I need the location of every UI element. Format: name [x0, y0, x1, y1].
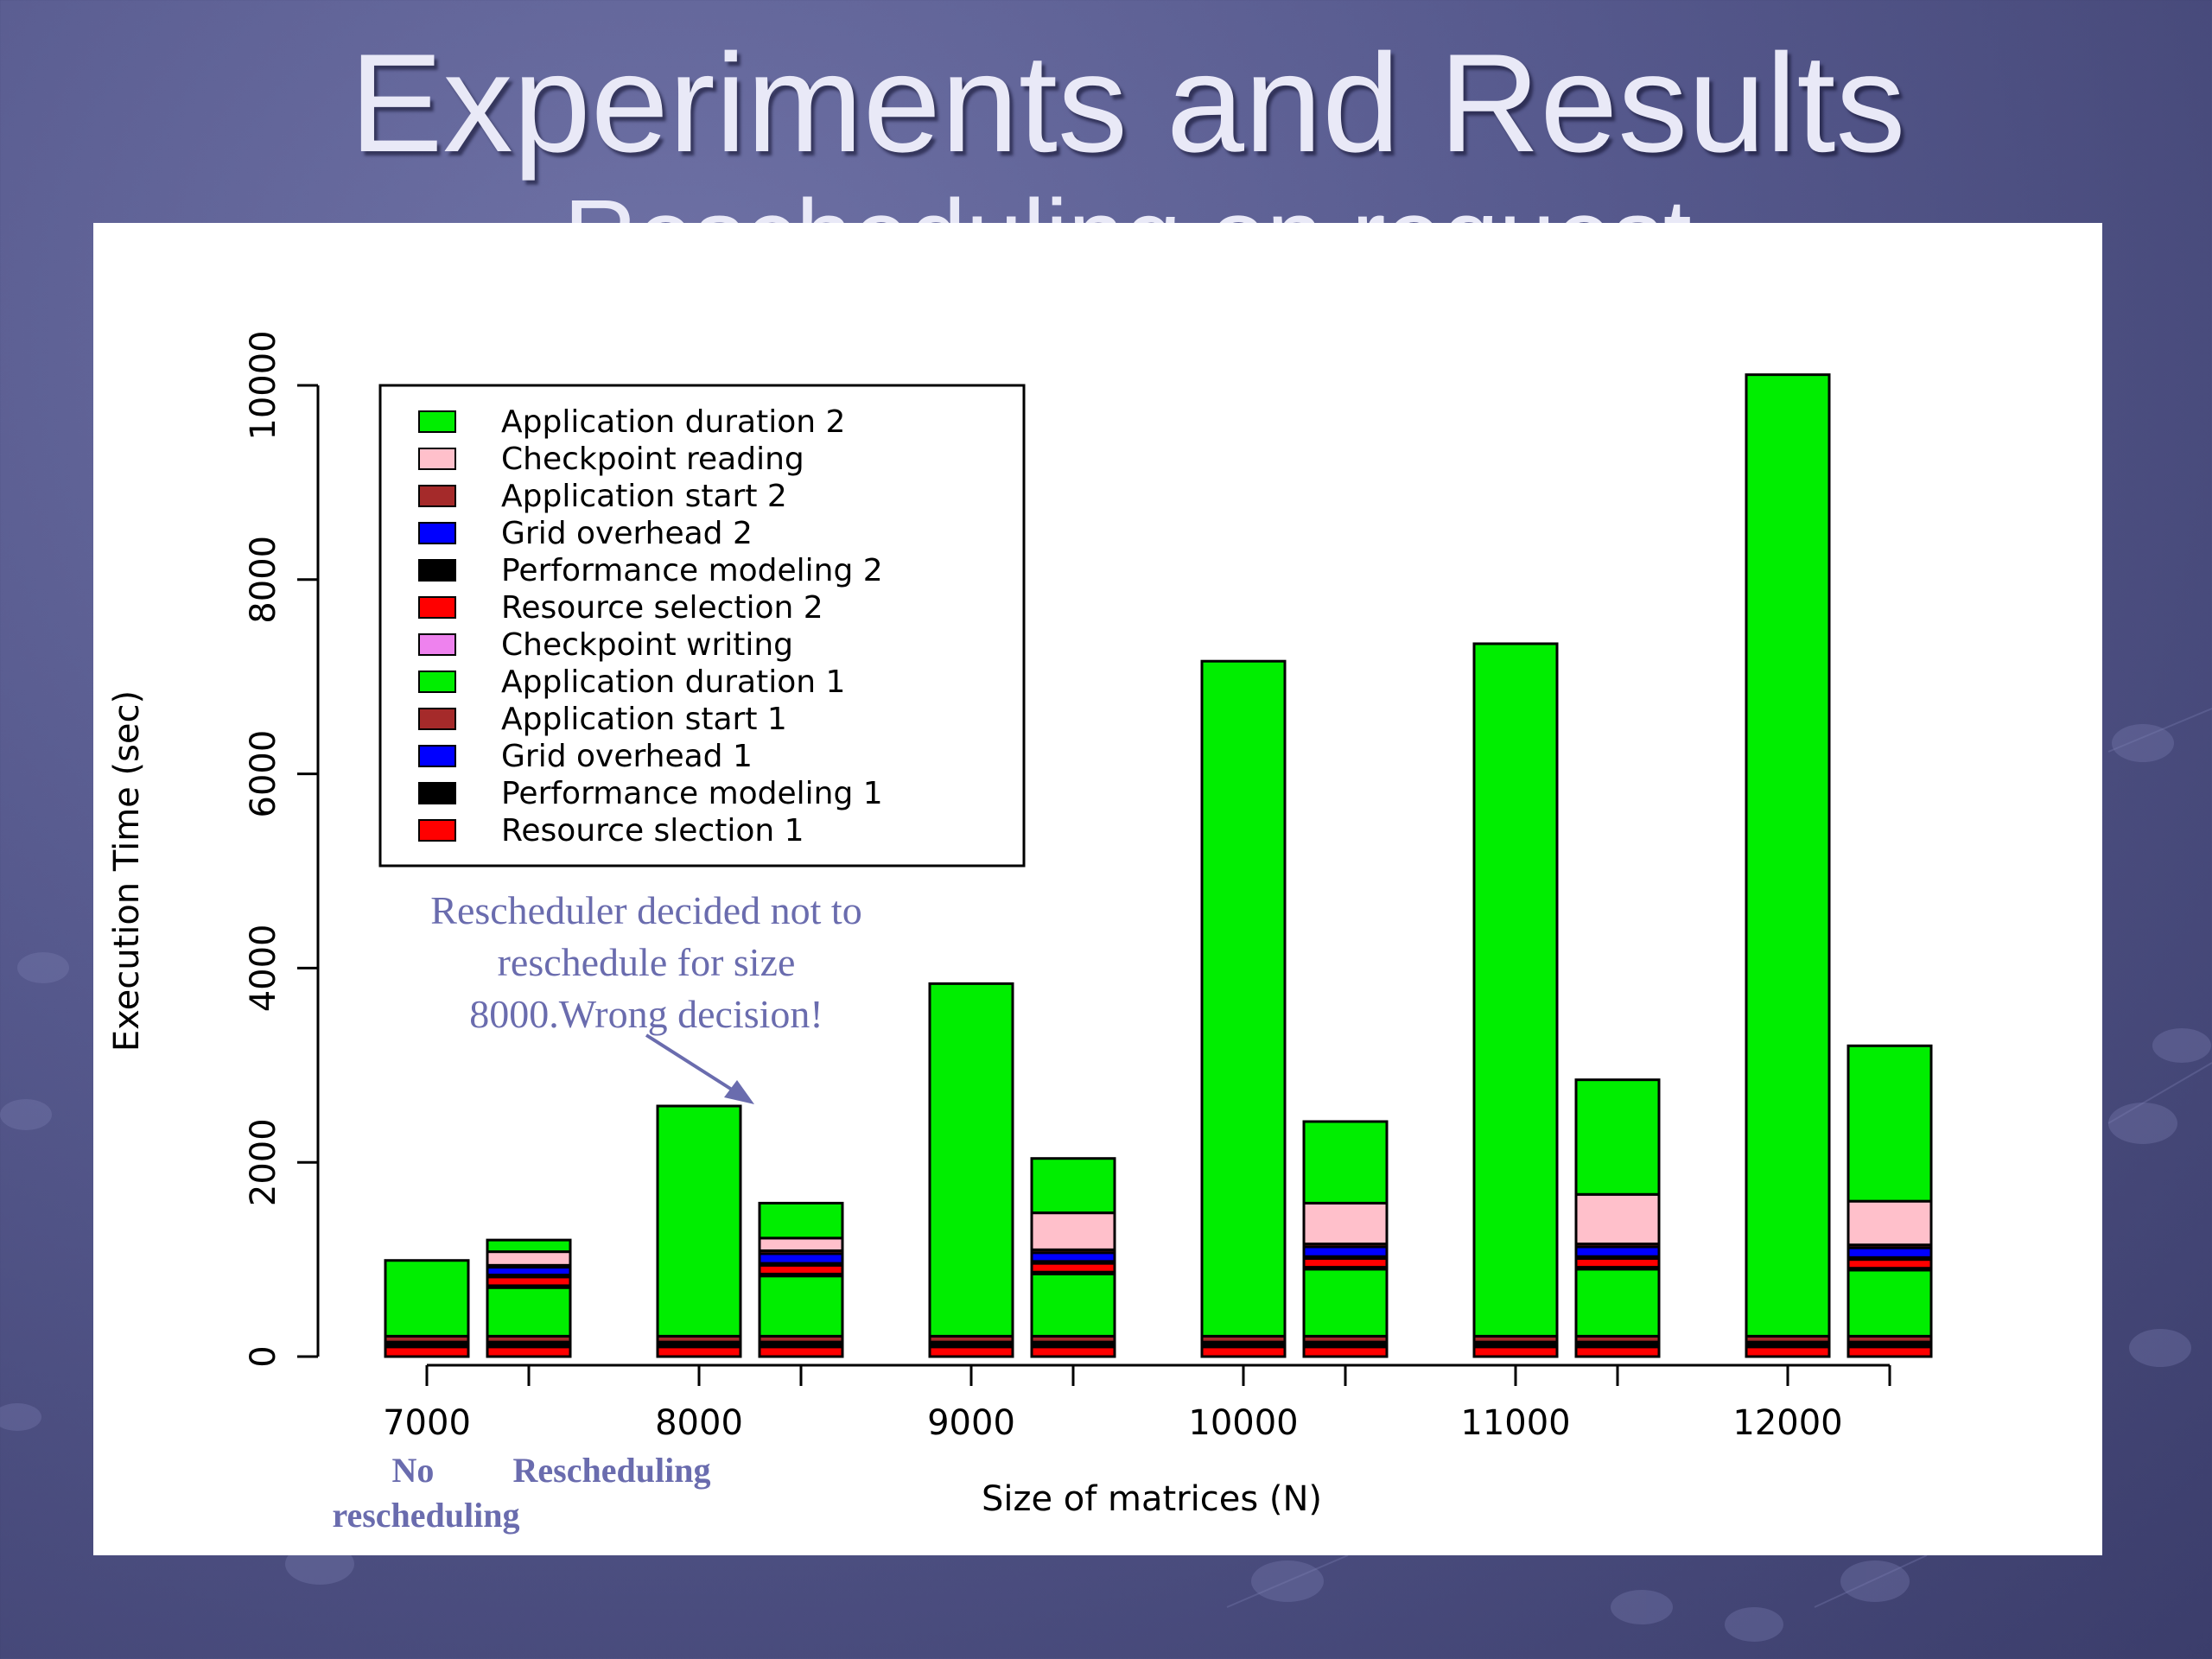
y-tick-label-0: 0: [244, 1345, 283, 1367]
bar-segment-7000-rescheduling-6: [486, 1275, 572, 1287]
bar-segment-8000-norescheduling-4: [656, 1104, 742, 1338]
bar-segment-10000-rescheduling-10: [1302, 1201, 1389, 1246]
bar-segment-10000-rescheduling-11: [1302, 1120, 1389, 1205]
bar-segment-9000-norescheduling-4: [928, 982, 1014, 1338]
bar-segment-12000-rescheduling-6: [1847, 1258, 1933, 1270]
bar-segment-11000-norescheduling-4: [1472, 642, 1559, 1338]
x-tick-label-8000: 8000: [655, 1403, 743, 1443]
bar-segment-12000-rescheduling-8: [1847, 1246, 1933, 1259]
legend-swatch-9: [418, 745, 456, 767]
legend-swatch-2: [418, 485, 456, 507]
legend-label-1: Checkpoint reading: [501, 442, 804, 477]
bar-segment-11000-rescheduling-11: [1574, 1078, 1661, 1196]
annotation-line-2: reschedule for size: [497, 940, 796, 984]
bar-segment-12000-rescheduling-4: [1847, 1268, 1933, 1338]
bar-segment-9000-rescheduling-8: [1030, 1251, 1116, 1263]
annotation-arrow-line: [645, 1033, 743, 1097]
bar-segment-7000-rescheduling-4: [486, 1286, 572, 1338]
bar-segment-12000-rescheduling-10: [1847, 1199, 1933, 1247]
bar-segment-7000-rescheduling-0: [486, 1345, 572, 1358]
bar-segment-7000-rescheduling-10: [486, 1250, 572, 1267]
bar-segment-8000-rescheduling-6: [758, 1263, 844, 1275]
x-tick-label-11000: 11000: [1460, 1403, 1570, 1443]
bar-segment-9000-rescheduling-10: [1030, 1211, 1116, 1251]
bar-segment-10000-norescheduling-0: [1200, 1345, 1287, 1358]
chart-panel: 0 2000 4000 6000 8000 10000 Execution Time (se…: [93, 223, 2102, 1555]
bar-segment-7000-rescheduling-11: [486, 1238, 572, 1254]
legend-swatch-0: [418, 410, 456, 433]
legend-label-5: Resource selection 2: [501, 590, 823, 626]
no-rescheduling-label-1: No: [391, 1451, 435, 1490]
annotation-arrow-head: [724, 1080, 754, 1104]
bar-segment-10000-norescheduling-4: [1200, 659, 1287, 1338]
legend-swatch-11: [418, 819, 456, 842]
y-axis-title: Execution Time (sec): [107, 690, 147, 1052]
x-axis-title: Size of matrices (N): [982, 1479, 1322, 1519]
x-tick-label-9000: 9000: [927, 1403, 1015, 1443]
bar-segment-10000-rescheduling-6: [1302, 1256, 1389, 1269]
bar-segment-8000-rescheduling-11: [758, 1201, 844, 1240]
annotation-line-3: 8000.Wrong decision!: [469, 992, 823, 1036]
bar-segment-10000-rescheduling-0: [1302, 1345, 1389, 1358]
bar-segment-8000-norescheduling-0: [656, 1345, 742, 1358]
legend-label-10: Performance modeling 1: [501, 776, 883, 811]
bar-segment-11000-rescheduling-8: [1574, 1245, 1661, 1258]
bar-segment-9000-norescheduling-0: [928, 1345, 1014, 1358]
bar-segment-8000-rescheduling-10: [758, 1236, 844, 1252]
x-tick-label-10000: 10000: [1188, 1403, 1298, 1443]
legend-label-3: Grid overhead 2: [501, 516, 753, 551]
chart-svg: 0 2000 4000 6000 8000 10000 Execution Time (se…: [107, 330, 1933, 1519]
bar-segment-11000-norescheduling-0: [1472, 1345, 1559, 1358]
legend-swatch-4: [418, 559, 456, 582]
legend-swatch-1: [418, 448, 456, 470]
legend-swatch-7: [418, 671, 456, 693]
legend-label-4: Performance modeling 2: [501, 553, 883, 588]
legend-label-7: Application duration 1: [501, 664, 845, 700]
bar-segment-7000-norescheduling-4: [384, 1259, 470, 1338]
bar-segment-9000-rescheduling-11: [1030, 1157, 1116, 1215]
y-tick-label-4000: 4000: [244, 925, 283, 1013]
bar-segment-12000-norescheduling-0: [1745, 1345, 1831, 1358]
legend-swatch-3: [418, 522, 456, 544]
bar-segment-8000-rescheduling-4: [758, 1274, 844, 1338]
legend-box: [378, 384, 1026, 868]
legend-label-8: Application start 1: [501, 702, 787, 737]
rescheduling-label: Rescheduling: [512, 1451, 711, 1490]
y-tick-label-6000: 6000: [244, 730, 283, 818]
bar-segment-9000-rescheduling-0: [1030, 1345, 1116, 1358]
x-tick-label-7000: 7000: [383, 1403, 471, 1443]
y-tick-label-10000: 10000: [244, 330, 283, 440]
bar-segment-10000-rescheduling-8: [1302, 1245, 1389, 1258]
bar-segment-12000-rescheduling-11: [1847, 1044, 1933, 1203]
legend-label-9: Grid overhead 1: [501, 739, 753, 774]
legend-swatch-10: [418, 782, 456, 804]
no-rescheduling-label-2: rescheduling: [332, 1496, 520, 1535]
annotation-line-1: Rescheduler decided not to: [430, 888, 862, 932]
bar-segment-12000-norescheduling-4: [1745, 373, 1831, 1338]
y-tick-label-2000: 2000: [244, 1118, 283, 1206]
bar-segment-11000-rescheduling-6: [1574, 1256, 1661, 1269]
bar-segment-11000-rescheduling-10: [1574, 1192, 1661, 1246]
legend-swatch-5: [418, 596, 456, 619]
bar-segment-8000-rescheduling-8: [758, 1252, 844, 1265]
bar-segment-8000-rescheduling-0: [758, 1345, 844, 1358]
bar-segment-9000-rescheduling-6: [1030, 1262, 1116, 1274]
legend-swatch-8: [418, 708, 456, 730]
legend-swatch-6: [418, 633, 456, 656]
bar-segment-10000-rescheduling-4: [1302, 1268, 1389, 1338]
legend-label-2: Application start 2: [501, 479, 787, 514]
annotation-text: Rescheduler decided not to reschedule fo…: [387, 885, 906, 1040]
bar-segment-11000-rescheduling-4: [1574, 1268, 1661, 1338]
bar-segment-9000-rescheduling-4: [1030, 1272, 1116, 1338]
slide-title: Experiments and Results: [349, 25, 1906, 181]
legend-label-11: Resource slection 1: [501, 813, 804, 849]
bar-segment-11000-rescheduling-0: [1574, 1345, 1661, 1358]
bar-segment-7000-norescheduling-0: [384, 1345, 470, 1358]
y-tick-label-8000: 8000: [244, 536, 283, 624]
legend-label-6: Checkpoint writing: [501, 627, 793, 663]
legend-label-0: Application duration 2: [501, 404, 845, 440]
x-tick-label-12000: 12000: [1732, 1403, 1842, 1443]
bar-segment-12000-rescheduling-0: [1847, 1345, 1933, 1358]
